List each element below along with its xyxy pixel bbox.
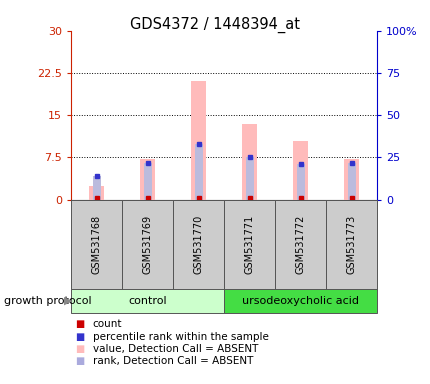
Text: GSM531770: GSM531770 [193, 215, 203, 275]
Text: GSM531769: GSM531769 [142, 215, 152, 274]
Text: GSM531772: GSM531772 [295, 215, 305, 275]
Text: ■: ■ [75, 356, 84, 366]
Text: ■: ■ [75, 319, 84, 329]
Text: growth protocol: growth protocol [4, 296, 92, 306]
Bar [71, 200, 122, 290]
Text: ursodeoxycholic acid: ursodeoxycholic acid [242, 296, 358, 306]
Bar [89, 185, 104, 200]
Bar [296, 164, 304, 200]
Bar [347, 162, 355, 200]
Bar [224, 200, 274, 290]
Bar [194, 144, 202, 200]
Bar [245, 157, 253, 200]
Bar [143, 162, 151, 200]
Bar [242, 124, 256, 200]
Text: value, Detection Call = ABSENT: value, Detection Call = ABSENT [92, 344, 258, 354]
Bar [224, 289, 376, 313]
Text: GSM531768: GSM531768 [92, 215, 101, 274]
Text: ■: ■ [75, 332, 84, 342]
Bar [326, 200, 376, 290]
Text: count: count [92, 319, 122, 329]
Text: control: control [128, 296, 166, 306]
Text: rank, Detection Call = ABSENT: rank, Detection Call = ABSENT [92, 356, 252, 366]
Bar [71, 289, 224, 313]
Bar [344, 159, 358, 200]
Text: ■: ■ [75, 344, 84, 354]
Text: GSM531771: GSM531771 [244, 215, 254, 275]
Bar [173, 200, 224, 290]
Bar [122, 200, 173, 290]
Text: ▶: ▶ [64, 296, 72, 306]
Bar [274, 200, 326, 290]
Bar [140, 159, 154, 200]
Text: percentile rank within the sample: percentile rank within the sample [92, 332, 268, 342]
Bar [191, 81, 205, 200]
Bar [92, 176, 100, 200]
Text: GSM531773: GSM531773 [346, 215, 356, 275]
Text: GDS4372 / 1448394_at: GDS4372 / 1448394_at [130, 17, 300, 33]
Bar [293, 141, 307, 200]
